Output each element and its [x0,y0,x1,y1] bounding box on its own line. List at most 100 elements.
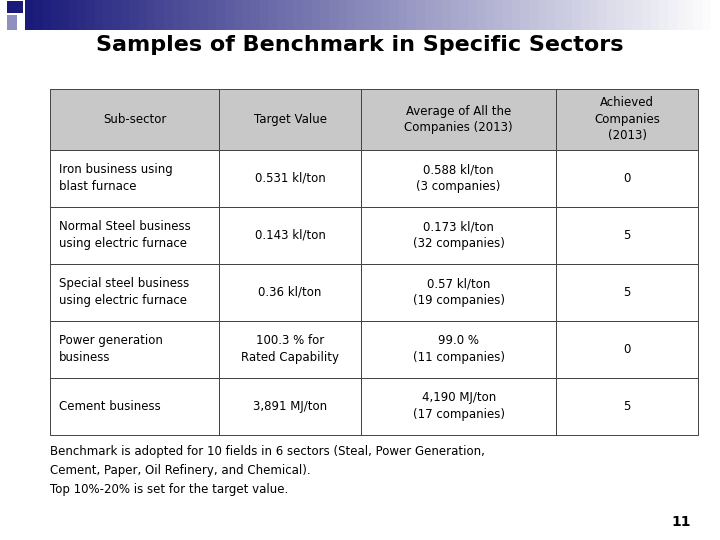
Bar [361,89,556,150]
Bar [51,0,60,30]
Bar [130,0,139,30]
Bar [173,0,182,30]
Bar [7,15,17,30]
Text: 0.57 kl/ton
(19 companies): 0.57 kl/ton (19 companies) [413,278,505,307]
Bar [138,0,148,30]
Bar [233,0,243,30]
Bar [294,0,304,30]
Text: Normal Steel business
using electric furnace: Normal Steel business using electric fur… [59,220,191,250]
Bar [564,0,573,30]
Bar [616,0,625,30]
Text: 3,891 MJ/ton: 3,891 MJ/ton [253,400,327,413]
Bar [556,377,698,435]
Bar [199,0,208,30]
Bar [50,207,219,264]
Text: 4,190 MJ/ton
(17 companies): 4,190 MJ/ton (17 companies) [413,392,505,421]
Text: 0.531 kl/ton: 0.531 kl/ton [255,172,325,185]
Text: Target Value: Target Value [253,113,327,126]
Bar [677,0,686,30]
Bar [338,0,347,30]
Bar [633,0,642,30]
Bar [468,0,477,30]
Bar [320,0,330,30]
Bar [598,0,608,30]
Bar [390,0,400,30]
Bar [329,0,338,30]
Bar [361,150,556,207]
Bar [190,0,199,30]
Bar [668,0,678,30]
Text: Achieved
Companies
(2013): Achieved Companies (2013) [594,96,660,143]
Bar [555,0,564,30]
Bar [219,150,361,207]
Bar [225,0,235,30]
Bar [156,0,165,30]
Bar [572,0,582,30]
Bar [451,0,460,30]
Bar [303,0,312,30]
Bar [607,0,616,30]
Bar [216,0,225,30]
Bar [277,0,287,30]
Bar [399,0,408,30]
Text: 99.0 %
(11 companies): 99.0 % (11 companies) [413,334,505,364]
Bar [312,0,321,30]
Text: 0.36 kl/ton: 0.36 kl/ton [258,286,322,299]
Bar [60,0,69,30]
Bar [660,0,669,30]
Bar [459,0,469,30]
Bar [95,0,104,30]
Bar [50,89,219,150]
Bar [556,150,698,207]
Text: Iron business using
blast furnace: Iron business using blast furnace [59,163,173,193]
Bar [25,0,35,30]
Bar [642,0,652,30]
Bar [121,0,130,30]
Bar [590,0,599,30]
Text: 11: 11 [672,515,691,529]
Text: Sub-sector: Sub-sector [103,113,166,126]
Bar [42,0,52,30]
Bar [556,207,698,264]
Bar [624,0,634,30]
Bar [685,0,695,30]
Bar [361,321,556,377]
Text: 0.173 kl/ton
(32 companies): 0.173 kl/ton (32 companies) [413,220,505,250]
Bar [68,0,78,30]
Bar [147,0,156,30]
Bar [477,0,486,30]
Bar [373,0,382,30]
Bar [556,321,698,377]
Bar [382,0,391,30]
Bar [556,264,698,321]
Text: 0.588 kl/ton
(3 companies): 0.588 kl/ton (3 companies) [416,163,501,193]
Bar [651,0,660,30]
Bar [556,89,698,150]
Bar [207,0,217,30]
Bar [521,0,530,30]
Bar [485,0,495,30]
Bar [355,0,364,30]
Bar [219,207,361,264]
Bar [529,0,539,30]
Bar [364,0,373,30]
Bar [408,0,417,30]
Bar [243,0,252,30]
Bar [219,264,361,321]
Bar [703,0,712,30]
Text: 5: 5 [624,228,631,241]
Bar [346,0,356,30]
Bar [503,0,513,30]
Bar [50,264,219,321]
Text: Average of All the
Companies (2013): Average of All the Companies (2013) [405,105,513,134]
Bar [416,0,426,30]
Bar [361,264,556,321]
Bar [494,0,503,30]
Text: 5: 5 [624,400,631,413]
Text: Cement business: Cement business [59,400,161,413]
Bar [86,0,95,30]
Bar [104,0,113,30]
Bar [286,0,295,30]
Bar [425,0,434,30]
Bar [251,0,261,30]
